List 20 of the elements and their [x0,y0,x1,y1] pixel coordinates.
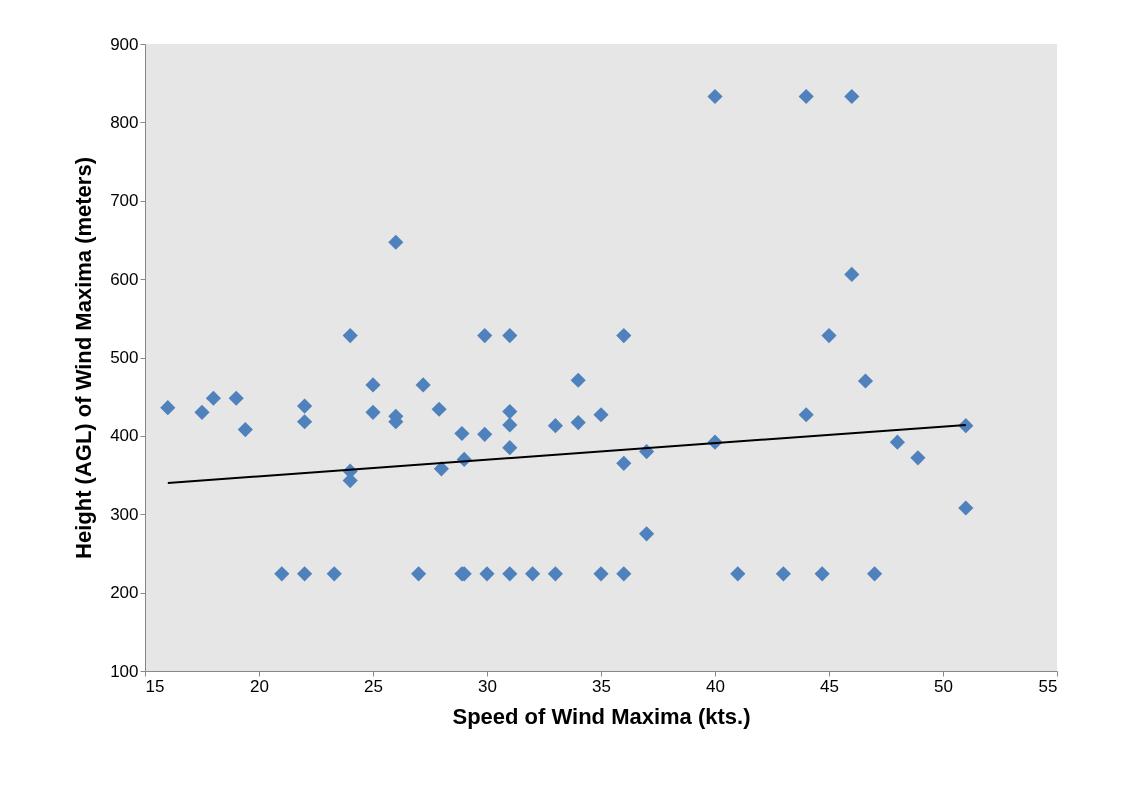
x-tick-label: 25 [364,676,383,696]
y-tick-label: 300 [110,504,139,524]
y-axis-title: Height (AGL) of Wind Maxima (meters) [71,157,97,559]
x-tick-label: 50 [934,676,953,696]
y-tick-label: 800 [110,112,139,132]
y-tick-label: 900 [110,34,139,54]
x-tick-label: 20 [250,676,269,696]
y-tick-label: 200 [110,583,139,603]
x-axis-title: Speed of Wind Maxima (kts.) [452,703,751,729]
y-tick-label: 700 [110,191,139,211]
x-tick-label: 40 [706,676,725,696]
x-tick-label: 30 [478,676,497,696]
y-tick-label: 400 [110,426,139,446]
y-tick-label: 100 [110,661,139,681]
y-tick-label: 600 [110,269,139,289]
x-tick-label: 45 [820,676,839,696]
x-tick-label: 55 [1038,676,1058,696]
x-tick-label: 15 [145,676,165,696]
x-tick-label: 35 [592,676,611,696]
y-tick-label: 500 [110,348,139,367]
